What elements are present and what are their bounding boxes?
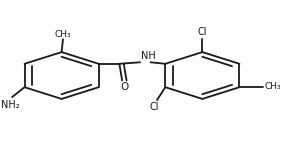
- Text: Cl: Cl: [150, 102, 159, 112]
- Text: Cl: Cl: [198, 27, 207, 37]
- Text: NH: NH: [141, 51, 155, 61]
- Text: NH₂: NH₂: [1, 100, 20, 110]
- Text: CH₃: CH₃: [264, 82, 281, 91]
- Text: CH₃: CH₃: [55, 29, 71, 39]
- Text: O: O: [120, 82, 128, 92]
